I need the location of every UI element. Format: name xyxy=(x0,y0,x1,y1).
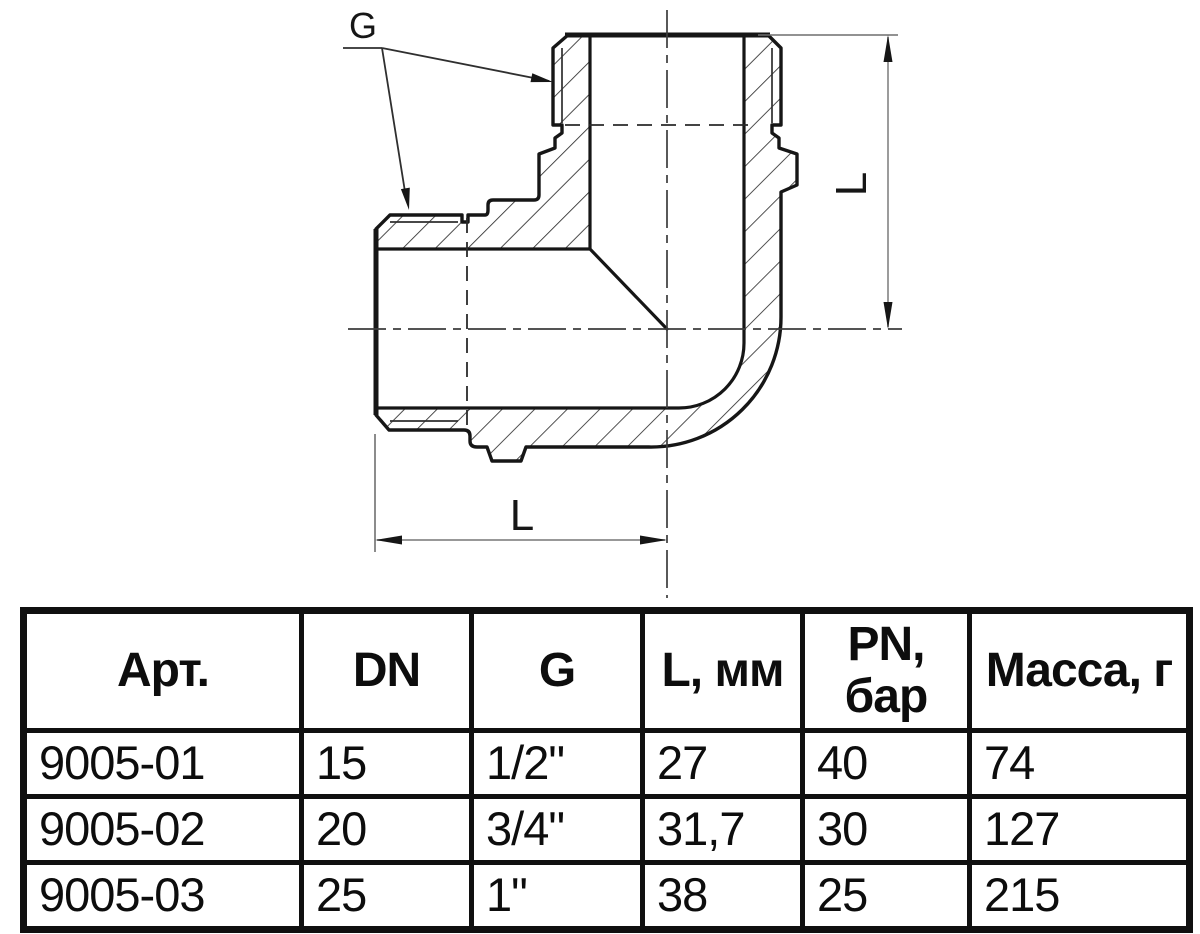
extension-lines xyxy=(374,34,898,552)
elbow-outline xyxy=(374,33,799,463)
hatch-right-wall xyxy=(376,35,797,461)
table-cell: 9005-01 xyxy=(21,728,304,799)
vertical-dim-label: L xyxy=(827,172,876,196)
col-header-0: Арт. xyxy=(21,608,304,733)
hidden-thread-lines xyxy=(466,124,757,434)
thread-label: G xyxy=(349,5,377,46)
col-header-1: DN xyxy=(299,608,474,733)
spec-table: Арт. DN G L, мм PN, бар Масса, г 9005-01 15 1/2… xyxy=(20,607,1193,933)
table-cell: 1" xyxy=(469,860,645,932)
dimension-arrowheads xyxy=(375,35,893,545)
table-cell: 20 xyxy=(299,794,474,865)
table-cell: 3/4" xyxy=(469,794,645,865)
table-cell: 25 xyxy=(800,860,972,932)
col-header-2: G xyxy=(469,608,645,733)
header-row: Арт. DN G L, мм PN, бар Масса, г xyxy=(21,608,1192,733)
table-cell: 27 xyxy=(640,728,805,799)
table-row: 9005-03 25 1" 38 25 215 xyxy=(21,860,1192,932)
table-cell: 215 xyxy=(967,860,1192,932)
col-header-4: PN, бар xyxy=(800,608,972,733)
table-cell: 9005-03 xyxy=(21,860,304,932)
horizontal-dim-label: L xyxy=(510,491,534,540)
thread-root-lines xyxy=(390,48,773,422)
leader-arrowheads xyxy=(400,73,553,210)
col-header-3: L, мм xyxy=(640,608,805,733)
bore-lines xyxy=(374,33,746,410)
table-cell: 1/2" xyxy=(469,728,645,799)
table-body: 9005-01 15 1/2" 27 40 74 9005-02 20 3/4" 31,7 30 12… xyxy=(21,728,1192,932)
table-cell: 38 xyxy=(640,860,805,932)
col-header-5: Масса, г xyxy=(967,608,1192,733)
leader-lines xyxy=(343,47,550,199)
table-cell: 127 xyxy=(967,794,1192,865)
technical-drawing: G L L xyxy=(343,5,902,598)
table-cell: 30 xyxy=(800,794,972,865)
table-row: 9005-02 20 3/4" 31,7 30 127 xyxy=(21,794,1192,865)
table-cell: 25 xyxy=(299,860,474,932)
table-cell: 31,7 xyxy=(640,794,805,865)
hatch-left-wall xyxy=(376,35,590,249)
table-cell: 9005-02 xyxy=(21,794,304,865)
centerlines xyxy=(348,10,902,598)
table-row: 9005-01 15 1/2" 27 40 74 xyxy=(21,728,1192,799)
table-cell: 40 xyxy=(800,728,972,799)
table-cell: 74 xyxy=(967,728,1192,799)
table-cell: 15 xyxy=(299,728,474,799)
